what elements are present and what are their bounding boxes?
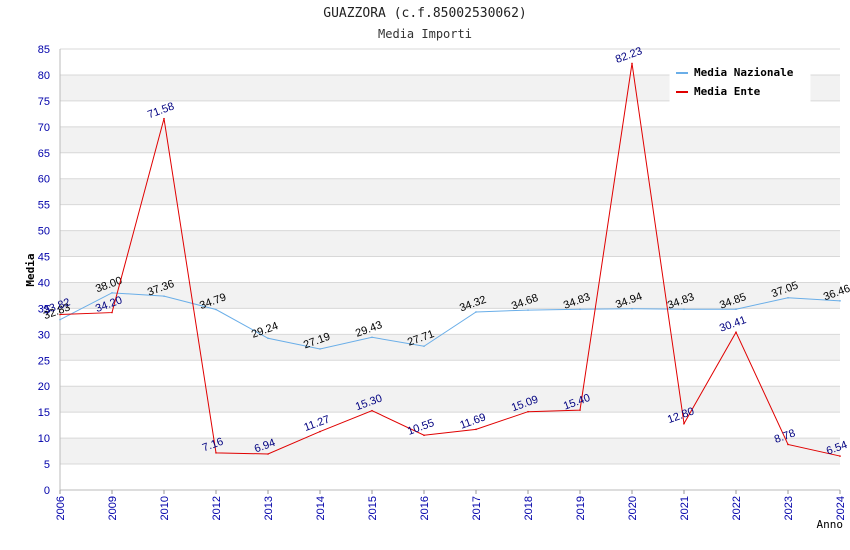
data-point (59, 318, 61, 321)
data-point (423, 345, 425, 348)
data-label: 11.69 (458, 411, 487, 431)
y-tick-label: 45 (38, 252, 50, 264)
x-tick-label: 2024 (835, 496, 847, 520)
y-tick-label: 80 (38, 70, 50, 82)
x-tick-label: 2018 (523, 496, 535, 520)
data-point (163, 295, 165, 297)
y-tick-label: 85 (38, 44, 50, 56)
data-label: 11.27 (302, 414, 331, 434)
x-tick-label: 2021 (679, 496, 691, 520)
data-point (683, 308, 685, 311)
y-tick-label: 35 (38, 303, 50, 315)
y-tick-label: 60 (38, 174, 50, 186)
data-point (111, 311, 113, 314)
y-tick-label: 55 (38, 200, 50, 212)
data-point (319, 430, 321, 433)
data-point (527, 309, 529, 311)
data-point (111, 292, 113, 294)
chart-title: GUAZZORA (c.f.85002530062) (323, 6, 527, 21)
data-label: 71.58 (146, 100, 176, 121)
grid-band (60, 386, 840, 413)
x-tick-label: 2016 (419, 496, 431, 520)
y-tick-label: 65 (38, 148, 50, 160)
grid-band (60, 178, 840, 205)
data-label: 82.23 (614, 45, 644, 66)
data-point (787, 296, 789, 299)
data-label: 30.41 (718, 314, 748, 335)
data-point (631, 307, 633, 310)
data-point (475, 428, 477, 431)
y-tick-label: 25 (38, 355, 50, 367)
x-tick-label: 2014 (315, 496, 327, 520)
x-tick-label: 2012 (211, 496, 223, 520)
data-point (579, 409, 581, 411)
y-tick-label: 10 (38, 433, 50, 445)
data-point (735, 308, 737, 310)
x-tick-label: 2019 (575, 496, 587, 520)
data-point (631, 62, 633, 65)
data-point (267, 337, 269, 340)
x-tick-label: 2009 (107, 496, 119, 520)
y-tick-label: 70 (38, 122, 50, 134)
data-point (839, 455, 841, 457)
y-tick-label: 0 (44, 485, 50, 497)
data-point (371, 409, 373, 412)
y-tick-label: 5 (44, 459, 50, 471)
x-tick-label: 2015 (367, 496, 379, 520)
x-axis-title: Anno (817, 518, 844, 531)
x-tick-label: 2010 (159, 496, 171, 520)
data-point (215, 308, 217, 311)
series-line-2 (59, 63, 841, 457)
data-point (527, 410, 529, 413)
chart-subtitle: Media Importi (378, 27, 472, 41)
data-point (319, 348, 321, 350)
x-tick-label: 2017 (471, 496, 483, 520)
data-point (475, 311, 477, 313)
x-tick-label: 2013 (263, 496, 275, 520)
x-tick-label: 2022 (731, 496, 743, 520)
x-tick-label: 2006 (55, 496, 67, 520)
data-point (683, 422, 685, 425)
x-tick-label: 2023 (783, 496, 795, 520)
y-tick-label: 20 (38, 381, 50, 393)
data-point (215, 452, 217, 454)
series-line-1 (59, 292, 841, 350)
data-point (787, 443, 789, 446)
grid-band (60, 438, 840, 465)
data-point (371, 336, 373, 339)
data-point (735, 331, 737, 334)
data-point (423, 434, 425, 437)
y-tick-label: 30 (38, 329, 50, 341)
y-tick-label: 15 (38, 407, 50, 419)
legend-box (669, 59, 811, 103)
data-point (163, 117, 165, 120)
data-point (267, 453, 269, 455)
data-point (59, 313, 61, 316)
grid-band (60, 230, 840, 257)
data-point (579, 308, 581, 311)
data-point (839, 300, 841, 302)
y-tick-label: 75 (38, 96, 50, 108)
y-tick-label: 40 (38, 277, 50, 289)
grid-band (60, 126, 840, 153)
x-tick-label: 2020 (627, 496, 639, 520)
grid-band (60, 334, 840, 361)
legend-label: Media Ente (694, 85, 761, 98)
legend-label: Media Nazionale (694, 66, 794, 79)
y-axis-title: Media (24, 253, 37, 286)
y-tick-label: 50 (38, 226, 50, 238)
